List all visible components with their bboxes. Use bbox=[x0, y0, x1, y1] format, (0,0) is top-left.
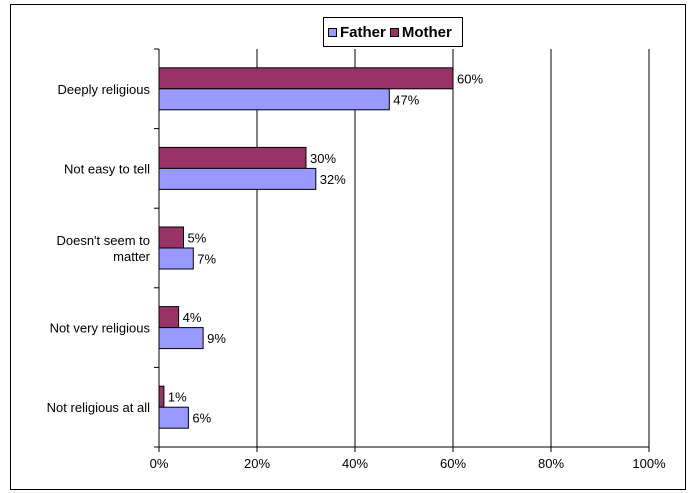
bar-father-deeply-religious bbox=[158, 88, 390, 111]
category-label-line-not-very-religious-0: Not very religious bbox=[50, 321, 151, 336]
x-tick-label-0: 0% bbox=[150, 456, 169, 471]
legend-label-mother: Mother bbox=[401, 23, 452, 41]
bar-father-not-religious-at-all bbox=[158, 406, 189, 429]
plot-area bbox=[159, 49, 649, 447]
category-label-not-easy-to-tell: Not easy to tell bbox=[64, 161, 150, 176]
legend-item-mother: Mother bbox=[389, 23, 452, 41]
bar-mother-doesn-t-seem-to-matter bbox=[158, 226, 184, 249]
bar-father-not-very-religious bbox=[158, 327, 204, 350]
x-tick-labels: 0% 20% 40% 60% 80% 100% bbox=[150, 456, 666, 471]
category-label-not-very-religious: Not very religious bbox=[50, 321, 151, 336]
value-label-mother-doesn-t-seem-to-matter: 5% bbox=[188, 231, 207, 246]
bar-mother-not-religious-at-all bbox=[158, 385, 165, 408]
plot-background bbox=[159, 49, 649, 447]
bar-mother-not-very-religious bbox=[158, 306, 180, 329]
legend: Father Mother bbox=[323, 17, 463, 47]
value-label-mother-not-religious-at-all: 1% bbox=[168, 390, 187, 405]
legend-item-father: Father bbox=[328, 24, 386, 41]
value-label-mother-deeply-religious: 60% bbox=[457, 71, 483, 86]
category-label-deeply-religious: Deeply religious bbox=[58, 82, 151, 97]
x-tick-label-40: 40% bbox=[342, 456, 368, 471]
value-label-father-not-easy-to-tell: 32% bbox=[320, 172, 346, 187]
category-label-line-doesn-t-seem-to-matter-0: Doesn't seem to bbox=[56, 233, 150, 248]
category-label-line-deeply-religious-0: Deeply religious bbox=[58, 82, 151, 97]
bar-mother-not-easy-to-tell bbox=[158, 146, 307, 169]
bar-father-not-easy-to-tell bbox=[158, 167, 317, 190]
x-tick-label-80: 80% bbox=[538, 456, 564, 471]
bar-mother-deeply-religious bbox=[158, 67, 454, 90]
category-labels: Deeply religious Not easy to tell Doesn't … bbox=[47, 82, 151, 415]
axes bbox=[154, 48, 650, 452]
bar-father-doesn-t-seem-to-matter bbox=[158, 247, 194, 270]
gridlines bbox=[256, 49, 650, 447]
value-label-mother-not-easy-to-tell: 30% bbox=[310, 151, 336, 166]
value-label-father-not-very-religious: 9% bbox=[207, 331, 226, 346]
category-label-line-doesn-t-seem-to-matter-1: matter bbox=[113, 249, 151, 264]
chart-frame: 60% 47% 30% 32% 5% 7% 4% 9% 1% 6% Deeply religiou… bbox=[10, 4, 686, 490]
value-label-mother-not-very-religious: 4% bbox=[183, 310, 202, 325]
value-label-father-doesn-t-seem-to-matter: 7% bbox=[197, 252, 216, 267]
value-label-father-not-religious-at-all: 6% bbox=[192, 411, 211, 426]
category-label-doesn-t-seem-to-matter: Doesn't seem to matter bbox=[56, 233, 150, 264]
legend-swatch-father bbox=[328, 27, 337, 37]
bar-chart: 60% 47% 30% 32% 5% 7% 4% 9% 1% 6% Deeply religiou… bbox=[47, 48, 666, 471]
x-tick-label-100: 100% bbox=[632, 456, 666, 471]
x-tick-label-20: 20% bbox=[244, 456, 270, 471]
value-labels: 60% 47% 30% 32% 5% 7% 4% 9% 1% 6% bbox=[168, 71, 484, 425]
legend-label-father: Father bbox=[340, 23, 386, 41]
category-label-line-not-easy-to-tell-0: Not easy to tell bbox=[64, 161, 150, 176]
category-label-line-not-religious-at-all-0: Not religious at all bbox=[47, 400, 150, 415]
legend-swatch-mother bbox=[389, 27, 399, 37]
value-label-father-deeply-religious: 47% bbox=[393, 92, 419, 107]
bars bbox=[158, 67, 454, 429]
category-label-not-religious-at-all: Not religious at all bbox=[47, 400, 150, 415]
x-tick-label-60: 60% bbox=[440, 456, 466, 471]
